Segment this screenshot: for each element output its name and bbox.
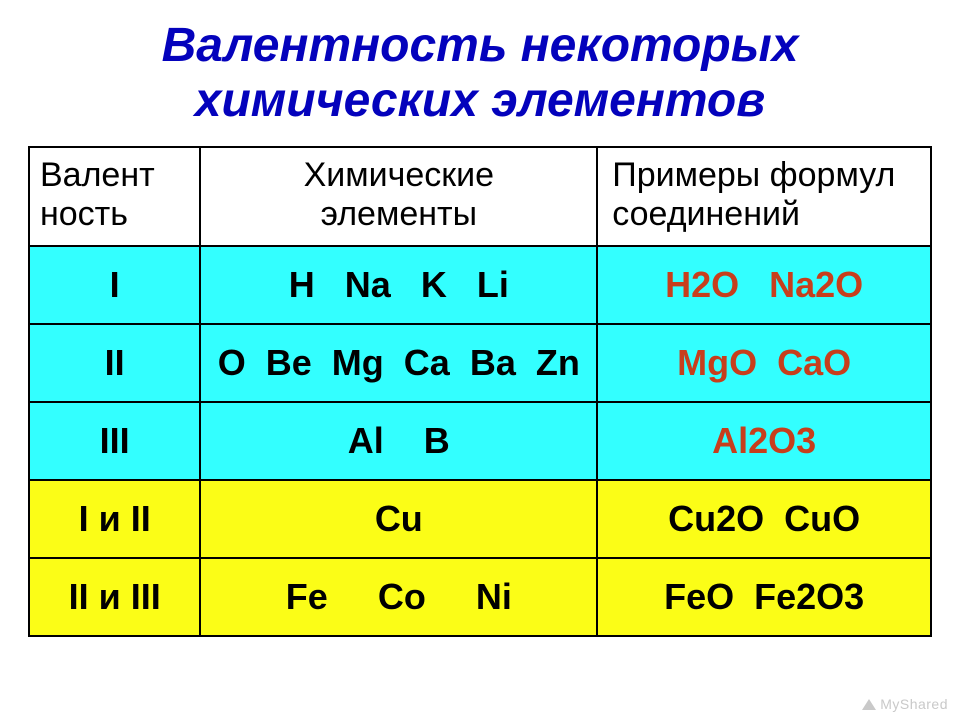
valency-table: Валент ность Химические элементы Примеры… — [28, 146, 932, 636]
elements-cell: O Be Mg Ca Ba Zn — [200, 324, 597, 402]
col-header-examples-l1: Примеры формул — [612, 156, 895, 194]
elements-cell: H Na K Li — [200, 246, 597, 324]
watermark-triangle-icon — [862, 699, 876, 710]
table-row: IIIAl BAl2O3 — [29, 402, 931, 480]
table-body: IH Na K LiH2O Na2OIIO Be Mg Ca Ba ZnMgO … — [29, 246, 931, 636]
valency-cell: I — [29, 246, 200, 324]
slide-title: Валентность некоторых химических элемент… — [28, 18, 932, 128]
example-cell: H2O Na2O — [597, 246, 931, 324]
col-header-elements-l2: элементы — [321, 195, 477, 233]
valency-cell: II и III — [29, 558, 200, 636]
table-row: II и IIIFe Co NiFeO Fe2O3 — [29, 558, 931, 636]
valency-cell: I и II — [29, 480, 200, 558]
title-line-2: химических элементов — [195, 74, 765, 127]
valency-cell: III — [29, 402, 200, 480]
col-header-valency-l2: ность — [40, 195, 128, 233]
col-header-valency: Валент ность — [29, 147, 200, 245]
slide: Валентность некоторых химических элемент… — [0, 0, 960, 720]
elements-cell: Fe Co Ni — [200, 558, 597, 636]
col-header-elements-l1: Химические — [304, 156, 494, 194]
col-header-valency-l1: Валент — [40, 156, 155, 194]
title-line-1: Валентность некоторых — [162, 19, 799, 72]
elements-cell: Al B — [200, 402, 597, 480]
elements-cell: Cu — [200, 480, 597, 558]
watermark-text: MyShared — [880, 696, 948, 712]
col-header-examples-l2: соединений — [612, 195, 800, 233]
table-header-row: Валент ность Химические элементы Примеры… — [29, 147, 931, 245]
table-row: I и IICuCu2O CuO — [29, 480, 931, 558]
valency-cell: II — [29, 324, 200, 402]
col-header-examples: Примеры формул соединений — [597, 147, 931, 245]
watermark: MyShared — [862, 696, 948, 712]
example-cell: Al2O3 — [597, 402, 931, 480]
table-row: IIO Be Mg Ca Ba ZnMgO CaO — [29, 324, 931, 402]
col-header-elements: Химические элементы — [200, 147, 597, 245]
example-cell: MgO CaO — [597, 324, 931, 402]
example-cell: FeO Fe2O3 — [597, 558, 931, 636]
example-cell: Cu2O CuO — [597, 480, 931, 558]
table-row: IH Na K LiH2O Na2O — [29, 246, 931, 324]
